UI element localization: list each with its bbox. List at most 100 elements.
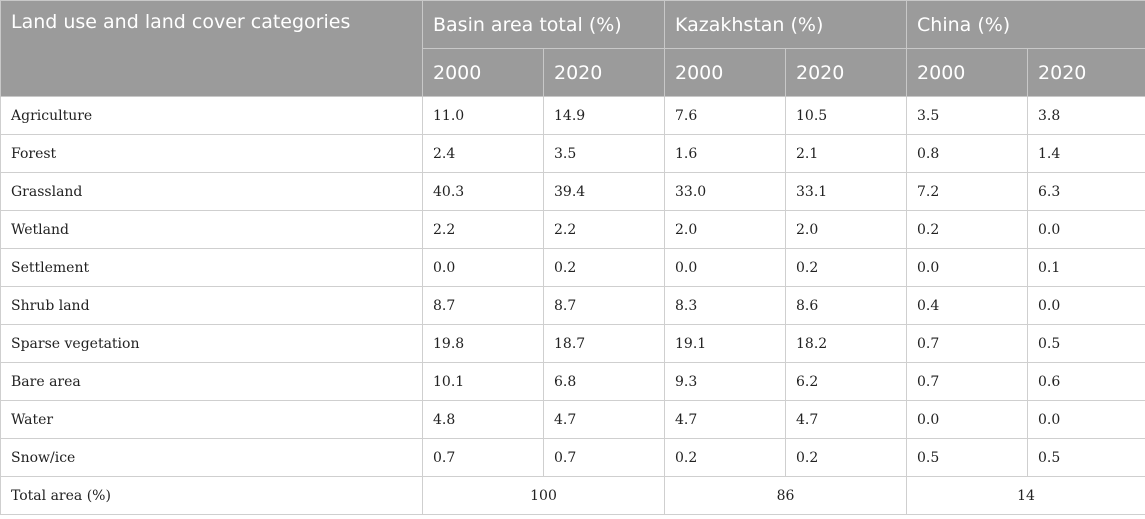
- table-row: Grassland 40.3 39.4 33.0 33.1 7.2 6.3: [0, 172, 1145, 211]
- category-cell: Agriculture: [0, 96, 423, 135]
- value-cell: 0.7: [543, 438, 665, 477]
- value-cell: 18.2: [784, 324, 908, 363]
- value-cell: 0.6: [1027, 362, 1145, 401]
- category-cell: Sparse vegetation: [0, 324, 423, 363]
- value-cell: 8.3: [664, 286, 786, 325]
- value-cell: 0.1: [1027, 248, 1145, 287]
- total-label: Total area (%): [0, 476, 423, 515]
- value-cell: 2.2: [543, 210, 665, 249]
- value-cell: 3.5: [543, 134, 665, 173]
- value-cell: 14.9: [543, 96, 665, 135]
- value-cell: 4.7: [664, 400, 786, 439]
- header-row-years: 2000 2020 2000 2020 2000 2020: [1, 48, 1145, 97]
- table-row: Bare area 10.1 6.8 9.3 6.2 0.7 0.6: [0, 362, 1145, 401]
- category-cell: Bare area: [0, 362, 423, 401]
- year-header: 2000: [906, 48, 1029, 97]
- value-cell: 8.7: [422, 286, 544, 325]
- value-cell: 0.0: [664, 248, 786, 287]
- value-cell: 39.4: [543, 172, 665, 211]
- table-row: Wetland 2.2 2.2 2.0 2.0 0.2 0.0: [0, 210, 1145, 249]
- value-cell: 1.4: [1027, 134, 1145, 173]
- value-cell: 3.8: [1027, 96, 1145, 135]
- value-cell: 4.7: [784, 400, 908, 439]
- category-cell: Snow/ice: [0, 438, 423, 477]
- value-cell: 0.0: [422, 248, 544, 287]
- table-body: Agriculture 11.0 14.9 7.6 10.5 3.5 3.8 Forest 2.…: [0, 96, 1145, 515]
- value-cell: 0.2: [906, 210, 1029, 249]
- table-row: Sparse vegetation 19.8 18.7 19.1 18.2 0.7 0.5: [0, 324, 1145, 363]
- header-row-groups: Land use and land cover categories Basin…: [0, 0, 1145, 97]
- value-cell: 19.1: [664, 324, 786, 363]
- total-value-cell: 14: [906, 476, 1145, 515]
- category-cell: Wetland: [0, 210, 423, 249]
- value-cell: 0.2: [543, 248, 665, 287]
- value-cell: 3.5: [906, 96, 1029, 135]
- total-value-cell: 100: [422, 476, 665, 515]
- category-column-header: Land use and land cover categories: [0, 0, 423, 97]
- table-header: Land use and land cover categories Basin…: [0, 0, 1145, 97]
- value-cell: 2.4: [422, 134, 544, 173]
- value-cell: 2.0: [784, 210, 908, 249]
- year-header: 2000: [664, 48, 786, 97]
- value-cell: 2.1: [784, 134, 908, 173]
- table-row: Snow/ice 0.7 0.7 0.2 0.2 0.5 0.5: [0, 438, 1145, 477]
- category-cell: Settlement: [0, 248, 423, 287]
- category-cell: Water: [0, 400, 423, 439]
- value-cell: 11.0: [422, 96, 544, 135]
- year-header: 2000: [422, 48, 544, 97]
- value-cell: 33.0: [664, 172, 786, 211]
- total-row: Total area (%) 100 86 14: [0, 476, 1145, 515]
- value-cell: 40.3: [422, 172, 544, 211]
- year-header: 2020: [543, 48, 665, 97]
- value-cell: 0.0: [906, 248, 1029, 287]
- value-cell: 0.0: [1027, 210, 1145, 249]
- value-cell: 18.7: [543, 324, 665, 363]
- table-row: Water 4.8 4.7 4.7 4.7 0.0 0.0: [0, 400, 1145, 439]
- value-cell: 0.4: [906, 286, 1029, 325]
- category-cell: Shrub land: [0, 286, 423, 325]
- value-cell: 19.8: [422, 324, 544, 363]
- value-cell: 6.2: [784, 362, 908, 401]
- value-cell: 0.2: [784, 248, 908, 287]
- category-cell: Grassland: [0, 172, 423, 211]
- value-cell: 0.0: [1027, 400, 1145, 439]
- table-row: Agriculture 11.0 14.9 7.6 10.5 3.5 3.8: [0, 96, 1145, 135]
- table-row: Settlement 0.0 0.2 0.0 0.2 0.0 0.1: [0, 248, 1145, 287]
- value-cell: 10.5: [784, 96, 908, 135]
- value-cell: 9.3: [664, 362, 786, 401]
- value-cell: 6.3: [1027, 172, 1145, 211]
- value-cell: 0.5: [1027, 438, 1145, 477]
- value-cell: 0.8: [906, 134, 1029, 173]
- year-header: 2020: [1027, 48, 1145, 97]
- value-cell: 4.7: [543, 400, 665, 439]
- table-row: Forest 2.4 3.5 1.6 2.1 0.8 1.4: [0, 134, 1145, 173]
- value-cell: 2.2: [422, 210, 544, 249]
- value-cell: 0.0: [1027, 286, 1145, 325]
- value-cell: 7.6: [664, 96, 786, 135]
- value-cell: 10.1: [422, 362, 544, 401]
- category-cell: Forest: [0, 134, 423, 173]
- value-cell: 1.6: [664, 134, 786, 173]
- value-cell: 8.6: [784, 286, 908, 325]
- value-cell: 0.0: [906, 400, 1029, 439]
- value-cell: 7.2: [906, 172, 1029, 211]
- value-cell: 33.1: [784, 172, 908, 211]
- value-cell: 0.2: [664, 438, 786, 477]
- total-value-cell: 86: [663, 476, 908, 515]
- value-cell: 0.5: [1027, 324, 1145, 363]
- table-row: Shrub land 8.7 8.7 8.3 8.6 0.4 0.0: [0, 286, 1145, 325]
- value-cell: 0.7: [906, 324, 1029, 363]
- group-header-kazakhstan: Kazakhstan (%): [663, 0, 908, 49]
- value-cell: 0.7: [906, 362, 1029, 401]
- value-cell: 6.8: [543, 362, 665, 401]
- year-header: 2020: [784, 48, 908, 97]
- value-cell: 8.7: [543, 286, 665, 325]
- value-cell: 4.8: [422, 400, 544, 439]
- value-cell: 0.7: [422, 438, 544, 477]
- group-header-basin: Basin area total (%): [422, 0, 665, 49]
- group-header-china: China (%): [906, 0, 1145, 49]
- value-cell: 2.0: [664, 210, 786, 249]
- value-cell: 0.2: [784, 438, 908, 477]
- value-cell: 0.5: [906, 438, 1029, 477]
